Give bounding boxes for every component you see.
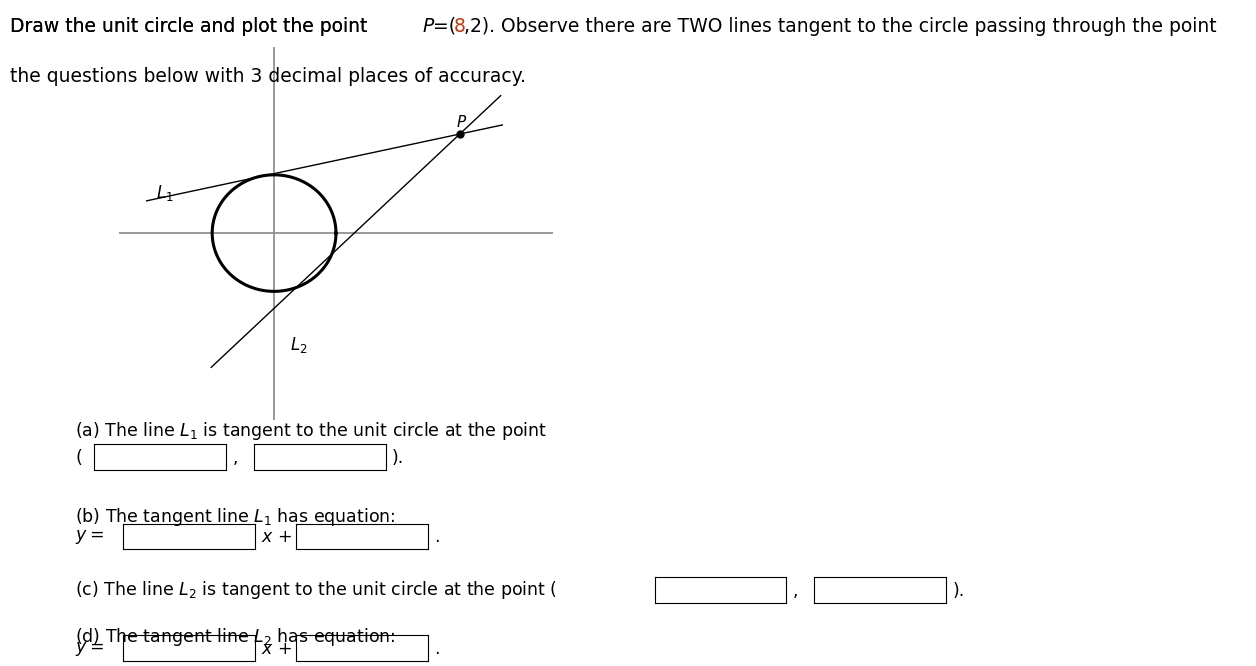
Text: ,2). Observe there are TWO lines tangent to the circle passing through the point: ,2). Observe there are TWO lines tangent… xyxy=(463,17,1222,36)
Text: ,: , xyxy=(232,448,237,467)
Text: (b) The tangent line $L_1$ has equation:: (b) The tangent line $L_1$ has equation: xyxy=(75,506,396,528)
Text: P: P xyxy=(457,115,466,130)
Text: .: . xyxy=(435,639,440,658)
Text: P: P xyxy=(422,17,433,36)
Text: $L_2$: $L_2$ xyxy=(290,334,306,355)
Text: ).: ). xyxy=(952,581,965,600)
Text: $y=$: $y=$ xyxy=(75,528,104,547)
Text: $x$ +: $x$ + xyxy=(261,639,293,658)
Text: (d) The tangent line $L_2$ has equation:: (d) The tangent line $L_2$ has equation: xyxy=(75,626,396,648)
Text: $x$ +: $x$ + xyxy=(261,528,293,547)
Text: 8: 8 xyxy=(453,17,466,36)
Text: $y=$: $y=$ xyxy=(75,639,104,658)
Text: .: . xyxy=(435,528,440,547)
Text: (a) The line $L_1$ is tangent to the unit circle at the point: (a) The line $L_1$ is tangent to the uni… xyxy=(75,420,548,442)
Text: the questions below with 3 decimal places of accuracy.: the questions below with 3 decimal place… xyxy=(10,67,526,86)
Text: Draw the unit circle and plot the point: Draw the unit circle and plot the point xyxy=(10,17,373,36)
Text: ,: , xyxy=(793,581,799,600)
Text: (c) The line $L_2$ is tangent to the unit circle at the point (: (c) The line $L_2$ is tangent to the uni… xyxy=(75,579,558,601)
Text: ).: ). xyxy=(392,448,404,467)
Text: $L_1$: $L_1$ xyxy=(157,183,175,203)
Text: (: ( xyxy=(75,448,82,467)
Text: =(: =( xyxy=(433,17,456,36)
Text: Draw the unit circle and plot the point: Draw the unit circle and plot the point xyxy=(10,17,373,36)
